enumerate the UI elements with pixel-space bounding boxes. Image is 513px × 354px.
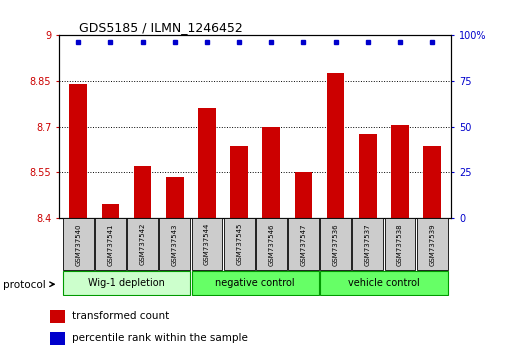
FancyBboxPatch shape bbox=[385, 218, 416, 270]
Text: Wig-1 depletion: Wig-1 depletion bbox=[88, 278, 165, 288]
FancyBboxPatch shape bbox=[320, 271, 447, 295]
FancyBboxPatch shape bbox=[63, 218, 94, 270]
Bar bbox=[423, 146, 441, 218]
FancyBboxPatch shape bbox=[224, 218, 254, 270]
Bar bbox=[230, 146, 248, 218]
Text: GSM737540: GSM737540 bbox=[75, 223, 81, 266]
Text: GSM737544: GSM737544 bbox=[204, 223, 210, 266]
Text: GSM737543: GSM737543 bbox=[172, 223, 178, 266]
Text: GSM737536: GSM737536 bbox=[332, 223, 339, 266]
Bar bbox=[50, 332, 65, 345]
FancyBboxPatch shape bbox=[95, 218, 126, 270]
Bar bbox=[327, 73, 345, 218]
Bar bbox=[359, 134, 377, 218]
Text: GSM737542: GSM737542 bbox=[140, 223, 146, 266]
FancyBboxPatch shape bbox=[191, 218, 223, 270]
Bar bbox=[134, 166, 151, 218]
FancyBboxPatch shape bbox=[288, 218, 319, 270]
Text: GSM737546: GSM737546 bbox=[268, 223, 274, 266]
Text: GDS5185 / ILMN_1246452: GDS5185 / ILMN_1246452 bbox=[78, 21, 242, 34]
FancyBboxPatch shape bbox=[417, 218, 447, 270]
FancyBboxPatch shape bbox=[352, 218, 383, 270]
FancyBboxPatch shape bbox=[160, 218, 190, 270]
FancyBboxPatch shape bbox=[127, 218, 158, 270]
Text: vehicle control: vehicle control bbox=[348, 278, 420, 288]
FancyBboxPatch shape bbox=[320, 218, 351, 270]
Text: GSM737539: GSM737539 bbox=[429, 223, 435, 266]
Bar bbox=[198, 108, 216, 218]
Text: transformed count: transformed count bbox=[72, 312, 169, 321]
Bar bbox=[69, 84, 87, 218]
FancyBboxPatch shape bbox=[256, 218, 287, 270]
Text: percentile rank within the sample: percentile rank within the sample bbox=[72, 333, 247, 343]
FancyBboxPatch shape bbox=[63, 271, 190, 295]
Text: GSM737545: GSM737545 bbox=[236, 223, 242, 266]
Bar bbox=[294, 172, 312, 218]
Bar bbox=[263, 126, 280, 218]
Text: negative control: negative control bbox=[215, 278, 295, 288]
Bar bbox=[166, 177, 184, 218]
Bar bbox=[391, 125, 409, 218]
Text: GSM737541: GSM737541 bbox=[107, 223, 113, 266]
FancyBboxPatch shape bbox=[191, 271, 319, 295]
Text: GSM737538: GSM737538 bbox=[397, 223, 403, 266]
Bar bbox=[50, 310, 65, 323]
Bar bbox=[102, 204, 120, 218]
Text: GSM737547: GSM737547 bbox=[301, 223, 306, 266]
Text: GSM737537: GSM737537 bbox=[365, 223, 371, 266]
Text: protocol: protocol bbox=[3, 280, 45, 290]
